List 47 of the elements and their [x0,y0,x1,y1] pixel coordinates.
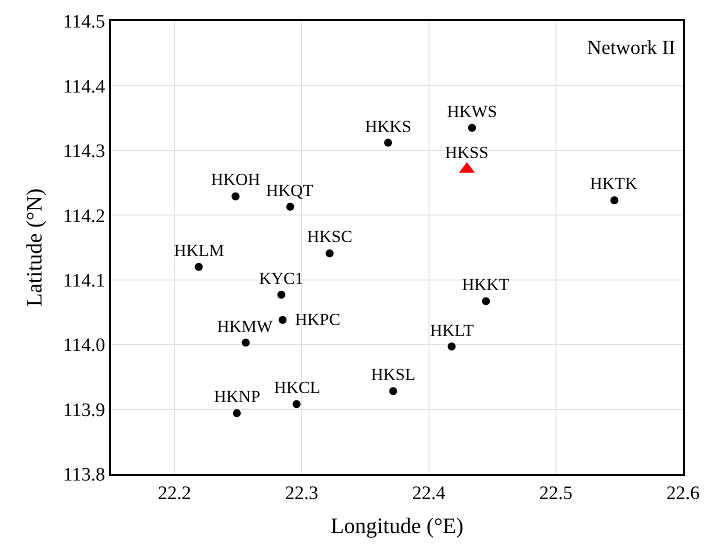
x-tick-label: 22.5 [539,482,573,504]
annotation: HKQT [266,181,314,200]
annotation: HKCL [274,378,320,397]
y-tick-label: 114.0 [63,335,106,356]
y-tick-label: 114.2 [63,206,106,227]
annotation: HKKS [365,117,412,136]
x-tick-label: 22.6 [666,482,700,504]
point [277,290,286,299]
point [286,202,294,211]
annotation: HKMW [217,317,274,336]
point [610,196,618,204]
point [326,249,334,258]
y-tick-label: 114.5 [63,12,106,33]
annotation: HKSC [307,227,352,246]
annotation: KYC1 [259,269,304,288]
y-tick-label: 114.1 [63,270,106,292]
annotation: HKSL [371,365,416,384]
annotation: HKWS [447,102,498,121]
point [232,409,241,418]
point [448,342,456,351]
point [232,192,240,200]
y-tick-label: 113.8 [63,464,106,486]
point [292,400,301,408]
annotation: HKLM [174,241,224,260]
annotation: HKPC [295,310,340,329]
point [278,316,287,324]
y-tick-label: 113.9 [63,400,106,421]
point [384,138,392,147]
x-tick-label: 22.4 [412,482,446,504]
point [468,124,476,132]
y-tick-label: 114.4 [63,76,106,98]
point [242,338,250,347]
point [482,297,490,306]
annotation: HKNP [214,387,260,406]
x-tick-label: 22.2 [158,482,192,504]
x-tick-label: 22.3 [285,482,318,504]
y-axis-title: Latitude (°N) [21,188,46,307]
annotation: HKSS [445,143,488,162]
point [194,262,203,271]
annotation: HKLT [430,321,474,340]
y-tick-label: 114.3 [63,141,106,162]
annotation: HKKT [462,275,510,294]
annotation: HKTK [590,174,638,193]
point [389,387,398,396]
annotation: Network II [587,37,676,59]
annotation: HKOH [211,170,260,189]
x-axis-title: Longitude (°E) [330,513,464,538]
